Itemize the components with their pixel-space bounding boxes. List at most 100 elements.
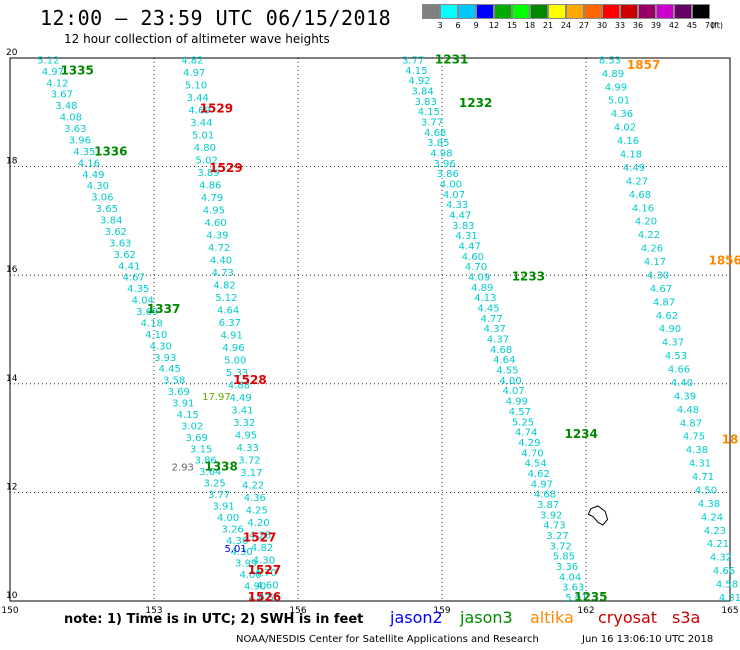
swh-value: 4.60 xyxy=(256,580,278,591)
scale-label: 33 xyxy=(614,21,626,30)
y-tick-label: 18 xyxy=(6,157,18,167)
scale-swatch xyxy=(620,4,638,19)
swh-value: 4.70 xyxy=(465,262,487,273)
swh-value: 4.18 xyxy=(141,318,163,329)
swh-value: 4.86 xyxy=(199,180,221,191)
swh-value: 4.70 xyxy=(254,568,276,579)
swh-value: 4.71 xyxy=(692,472,714,483)
swh-value: 3.91 xyxy=(213,501,235,512)
swh-value: 4.38 xyxy=(686,445,708,456)
time-label: 1231 xyxy=(435,52,468,66)
swh-value: 3.72 xyxy=(238,455,260,466)
swh-value: 4.80 xyxy=(194,143,216,154)
swh-value: 3.36 xyxy=(556,562,578,573)
swh-value: 4.26 xyxy=(641,244,663,255)
swh-value: 3.62 xyxy=(114,250,136,261)
swh-value: 4.12 xyxy=(46,78,68,89)
swh-value: 4.57 xyxy=(509,407,531,418)
color-scale: 3 6 9 12 15 18 21 24 27 30 33 36 39 42 45 70 (ft) xyxy=(422,4,730,36)
scale-swatch xyxy=(566,4,584,19)
time-label: 1527 xyxy=(248,563,281,577)
swh-value: 5.12 xyxy=(215,293,237,304)
swh-value: 4.00 xyxy=(499,376,521,387)
time-label: 1234 xyxy=(564,427,597,441)
swh-value: 4.35 xyxy=(73,147,95,158)
swh-value: 3.58 xyxy=(163,376,185,387)
swh-value: 3.69 xyxy=(136,307,158,318)
swh-value: 4.28 xyxy=(249,530,271,541)
swh-value: 4.64 xyxy=(217,305,239,316)
time-label: 18 xyxy=(722,433,739,447)
x-tick-label: 165 xyxy=(721,606,738,616)
swh-value: 4.82 xyxy=(213,280,235,291)
swh-value: 4.29 xyxy=(518,438,540,449)
swh-value: 3.69 xyxy=(186,433,208,444)
scale-swatch xyxy=(476,4,494,19)
swh-value: 4.60 xyxy=(462,252,484,263)
scale-swatch xyxy=(458,4,476,19)
time-label: 1856 xyxy=(708,253,740,267)
swh-value: 4.79 xyxy=(201,193,223,204)
swh-value: 4.97 xyxy=(531,479,553,490)
swh-value: 4.95 xyxy=(203,205,225,216)
swh-value: 4.50 xyxy=(695,485,717,496)
chart-subtitle: 12 hour collection of altimeter wave hei… xyxy=(64,32,330,46)
time-label: 1337 xyxy=(147,302,180,316)
swh-value: 4.39 xyxy=(206,230,228,241)
swh-value: 3.26 xyxy=(222,524,244,535)
swh-value: 4.97 xyxy=(183,68,205,79)
swh-value: 3.87 xyxy=(537,500,559,511)
swh-value: 4.15 xyxy=(418,107,440,118)
swh-value: 4.53 xyxy=(665,351,687,362)
swh-value: 4.69 xyxy=(188,105,210,116)
swh-value: 3.64 xyxy=(199,467,221,478)
time-label: 1857 xyxy=(627,58,660,72)
swh-value: 4.40 xyxy=(671,378,693,389)
swh-value: 4.18 xyxy=(620,150,642,161)
swh-value: 3.15 xyxy=(190,444,212,455)
swh-value: 8.53 xyxy=(599,55,621,66)
swh-value: 4.36 xyxy=(244,493,266,504)
swh-value: 5.00 xyxy=(224,355,246,366)
swh-value: 4.30 xyxy=(150,341,172,352)
swh-value: 3.63 xyxy=(562,583,584,594)
swh-value: 4.68 xyxy=(534,490,556,501)
swh-value: 3.84 xyxy=(100,216,122,227)
swh-value: 4.98 xyxy=(430,148,452,159)
swh-value: 4.15 xyxy=(405,66,427,77)
swh-value: 4.20 xyxy=(635,217,657,228)
swh-value: 4.33 xyxy=(446,200,468,211)
swh-value: 4.33 xyxy=(237,443,259,454)
swh-value: 5.01 xyxy=(608,96,630,107)
swh-value: 4.72 xyxy=(208,243,230,254)
swh-value: 3.85 xyxy=(427,138,449,149)
swh-value: 4.55 xyxy=(496,366,518,377)
time-label: 1233 xyxy=(512,270,545,284)
chart-title: 12:00 — 23:59 UTC 06/15/2018 xyxy=(40,6,392,30)
swh-value: 4.67 xyxy=(650,284,672,295)
swh-value: 4.48 xyxy=(677,405,699,416)
swh-value: 3.32 xyxy=(233,418,255,429)
x-tick-label: 153 xyxy=(145,606,162,616)
scale-swatch xyxy=(512,4,530,19)
swh-value: 3.69 xyxy=(168,387,190,398)
swh-value: 3.62 xyxy=(105,227,127,238)
swh-value: 4.66 xyxy=(713,566,735,577)
swh-value: 4.08 xyxy=(60,113,82,124)
swh-value: 3.67 xyxy=(51,90,73,101)
swh-value: 3.48 xyxy=(55,101,77,112)
swh-value: 4.21 xyxy=(707,539,729,550)
swh-value: 4.04 xyxy=(559,572,581,583)
time-label: 1529 xyxy=(209,161,242,175)
swh-value: 4.15 xyxy=(177,410,199,421)
swh-value: 4.41 xyxy=(118,261,140,272)
scale-label: 15 xyxy=(506,21,518,30)
swh-value: 5.85 xyxy=(553,552,575,563)
legend-s3a: s3a xyxy=(672,608,701,627)
swh-value: 5.01 xyxy=(192,130,214,141)
swh-value: 4.74 xyxy=(515,428,537,439)
swh-value: 3.63 xyxy=(109,238,131,249)
legend-altika: altika xyxy=(530,608,574,627)
time-label: 1235 xyxy=(574,590,607,604)
swh-value: 4.49 xyxy=(229,393,251,404)
